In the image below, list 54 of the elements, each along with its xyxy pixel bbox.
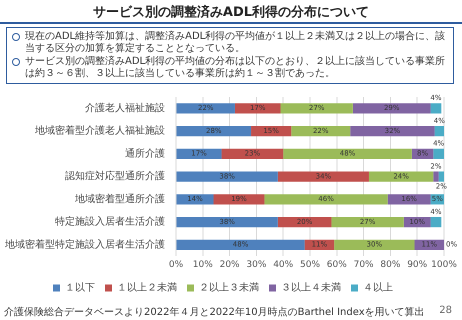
legend-label: ３以上４未満 — [281, 282, 341, 294]
bar — [430, 216, 442, 228]
chart-title: サービス別の調整済みADL利得の分布について — [92, 4, 370, 21]
text: 現在のADL維持等加算は、調整済みADL利得の平均値が１以上２未満又は２以上の場合に、該当する区分の加算を算定することとなっている。 — [24, 31, 446, 55]
x-tick-label: 50% — [300, 260, 320, 270]
bar — [350, 126, 435, 136]
legend-label: ２以上３未満 — [199, 282, 259, 294]
bar — [280, 103, 353, 114]
bar — [388, 194, 431, 204]
bar — [222, 148, 284, 159]
x-tick-label: 100% — [431, 260, 458, 270]
bar — [352, 103, 431, 114]
text: サービス別の調整済みADL利得の平均値の分布は以下のとおり、２以上に該当している事業所は約３～６割、３以上に該当している事業所は約１～３割であった。 — [24, 56, 446, 80]
y-tick-label: 特定施設入居者生活介護 — [55, 216, 165, 228]
bar — [176, 216, 278, 228]
y-tick-label: 地域密着型特定施設入居者生活介護 — [4, 238, 165, 250]
y-tick-label: 通所介護 — [125, 147, 165, 160]
bar — [176, 240, 305, 250]
y-tick-label: 介護老人福祉施設 — [85, 102, 165, 114]
legend-label: １以下 — [65, 282, 95, 294]
y-tick-label: 地域密着型通所介護 — [74, 192, 165, 205]
x-tick-label: 80% — [380, 260, 401, 270]
bar — [368, 171, 434, 182]
bar — [434, 126, 444, 136]
x-tick-label: 0% — [168, 260, 184, 270]
bar — [433, 148, 444, 159]
x-tick-label: 40% — [273, 260, 294, 270]
legend-label: １以上２未満 — [117, 282, 177, 294]
text: 介護保険総合データベースより2022年４月と2022年10月時点のBarthel Indexを用いて算出 — [4, 306, 425, 319]
bar — [438, 171, 444, 182]
y-tick-label: 認知症対応型通所介護 — [65, 170, 165, 182]
x-tick-label: 30% — [246, 260, 267, 270]
legend-label: ４以上 — [363, 282, 393, 294]
x-tick-label: 70% — [354, 260, 374, 270]
bar — [176, 103, 235, 114]
bar — [176, 194, 214, 204]
bar — [433, 171, 439, 182]
bar — [430, 103, 442, 114]
bar — [176, 171, 278, 182]
bar — [176, 126, 252, 136]
bar — [214, 194, 264, 204]
x-tick-label: 90% — [407, 260, 428, 270]
bar — [331, 216, 404, 228]
bar — [176, 148, 222, 159]
bar — [264, 194, 388, 204]
text: 28 — [439, 305, 452, 316]
y-tick-label: 地域密着型介護老人福祉施設 — [34, 124, 165, 137]
bar — [291, 126, 350, 136]
bar — [278, 171, 369, 182]
bar — [334, 240, 415, 250]
x-tick-label: 20% — [220, 260, 240, 270]
x-tick-label: 60% — [326, 260, 348, 270]
bar — [283, 148, 412, 159]
x-tick-label: 10% — [192, 260, 214, 270]
